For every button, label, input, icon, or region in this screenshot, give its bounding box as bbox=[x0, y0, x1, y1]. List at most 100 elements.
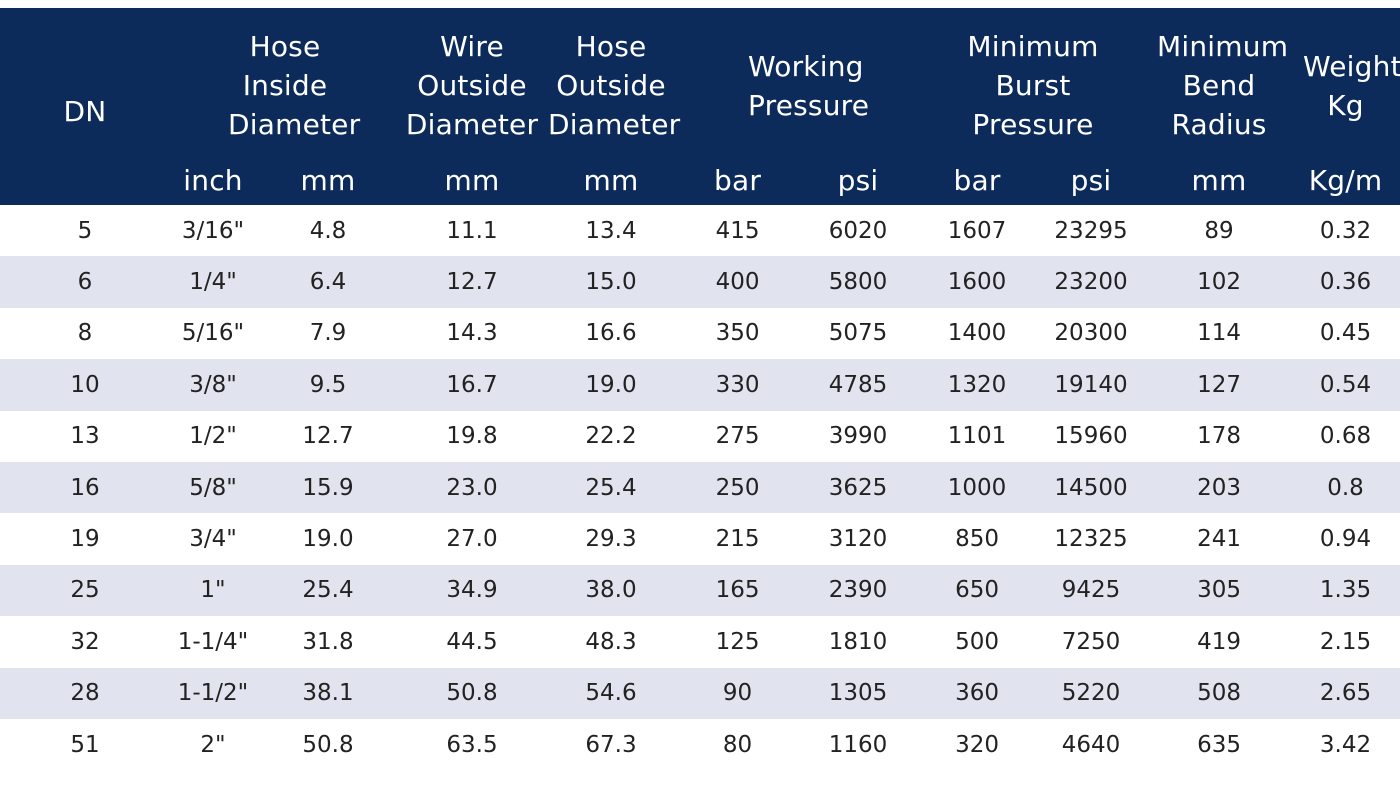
table-cell: 165 bbox=[678, 564, 798, 617]
table-cell: 25.4 bbox=[256, 564, 401, 617]
header-wire-outside-diameter: Wire Outside Diameter bbox=[400, 8, 545, 163]
table-cell: 80 bbox=[678, 718, 798, 771]
table-cell: 16.7 bbox=[400, 359, 545, 411]
table-cell: 1320 bbox=[919, 359, 1036, 411]
table-cell: 63.5 bbox=[400, 718, 545, 771]
table-cell: 16 bbox=[0, 461, 170, 514]
header-dn: DN bbox=[0, 8, 170, 205]
table-cell: 1101 bbox=[919, 410, 1036, 462]
table-cell: 3/4" bbox=[170, 513, 256, 565]
header-working-pressure: Working Pressure bbox=[678, 8, 920, 163]
table-cell: 15960 bbox=[1035, 410, 1148, 462]
table-cell: 4640 bbox=[1035, 718, 1148, 771]
table-cell: 6.4 bbox=[256, 256, 401, 308]
table-cell: 508 bbox=[1147, 667, 1292, 719]
table-cell: 2.15 bbox=[1291, 616, 1400, 668]
table-cell: 350 bbox=[678, 307, 798, 360]
table-cell: 6020 bbox=[797, 205, 920, 257]
table-cell: 25 bbox=[0, 564, 170, 617]
table-cell: 400 bbox=[678, 256, 798, 308]
header-minimum-bend-radius: Minimum Bend Radius bbox=[1147, 8, 1292, 163]
table-cell: 1000 bbox=[919, 461, 1036, 514]
unit-cell: psi bbox=[797, 163, 920, 205]
table-cell: 12.7 bbox=[256, 410, 401, 462]
unit-cell: Kg/m bbox=[1291, 163, 1400, 205]
units-row: inch mm mm mm bar psi bar psi mm Kg/m bbox=[0, 163, 1400, 205]
unit-cell: bar bbox=[919, 163, 1036, 205]
table-cell: 19.0 bbox=[256, 513, 401, 565]
unit-cell: mm bbox=[1147, 163, 1292, 205]
table-cell: 3/16" bbox=[170, 205, 256, 257]
header-row: DN Hose Inside Diameter Wire Outside Dia… bbox=[0, 8, 1400, 205]
table-cell: 241 bbox=[1147, 513, 1292, 565]
table-row: 6 1/4" 6.4 12.7 15.0 400 5800 1600 23200 102 0.36 bbox=[0, 256, 1400, 308]
table-cell: 2390 bbox=[797, 564, 920, 617]
table-cell: 215 bbox=[678, 513, 798, 565]
table-cell: 419 bbox=[1147, 616, 1292, 668]
table-cell: 0.45 bbox=[1291, 307, 1400, 360]
table-cell: 90 bbox=[678, 667, 798, 719]
table-cell: 7250 bbox=[1035, 616, 1148, 668]
table-cell: 850 bbox=[919, 513, 1036, 565]
hose-spec-table: DN Hose Inside Diameter Wire Outside Dia… bbox=[0, 8, 1400, 771]
table-cell: 1607 bbox=[919, 205, 1036, 257]
unit-cell: psi bbox=[1035, 163, 1148, 205]
table-cell: 5/16" bbox=[170, 307, 256, 360]
table-cell: 27.0 bbox=[400, 513, 545, 565]
table-cell: 29.3 bbox=[544, 513, 679, 565]
table-cell: 1-1/4" bbox=[170, 616, 256, 668]
table-cell: 16.6 bbox=[544, 307, 679, 360]
table-cell: 360 bbox=[919, 667, 1036, 719]
table-cell: 19140 bbox=[1035, 359, 1148, 411]
table-cell: 44.5 bbox=[400, 616, 545, 668]
table-cell: 89 bbox=[1147, 205, 1292, 257]
unit-cell: mm bbox=[544, 163, 679, 205]
table-row: 28 1-1/2" 38.1 50.8 54.6 90 1305 360 5220 508 2.65 bbox=[0, 667, 1400, 719]
table-row: 32 1-1/4" 31.8 44.5 48.3 125 1810 500 7250 419 2.1… bbox=[0, 616, 1400, 668]
table-cell: 2" bbox=[170, 718, 256, 771]
table-cell: 32 bbox=[0, 616, 170, 668]
table-row: 8 5/16" 7.9 14.3 16.6 350 5075 1400 20300 114 0.45 bbox=[0, 307, 1400, 360]
table-cell: 19.8 bbox=[400, 410, 545, 462]
table-cell: 1400 bbox=[919, 307, 1036, 360]
table-cell: 8 bbox=[0, 307, 170, 360]
table-cell: 11.1 bbox=[400, 205, 545, 257]
table-cell: 0.68 bbox=[1291, 410, 1400, 462]
table-cell: 23.0 bbox=[400, 461, 545, 514]
table-cell: 9425 bbox=[1035, 564, 1148, 617]
table-cell: 1.35 bbox=[1291, 564, 1400, 617]
table-cell: 67.3 bbox=[544, 718, 679, 771]
table-cell: 12325 bbox=[1035, 513, 1148, 565]
table-cell: 330 bbox=[678, 359, 798, 411]
table-cell: 0.94 bbox=[1291, 513, 1400, 565]
table-row: 5 3/16" 4.8 11.1 13.4 415 6020 1607 23295 89 0.32 bbox=[0, 205, 1400, 257]
table-cell: 203 bbox=[1147, 461, 1292, 514]
table-cell: 23295 bbox=[1035, 205, 1148, 257]
table-cell: 114 bbox=[1147, 307, 1292, 360]
table-cell: 6 bbox=[0, 256, 170, 308]
table-cell: 0.54 bbox=[1291, 359, 1400, 411]
unit-cell: bar bbox=[678, 163, 798, 205]
table-cell: 320 bbox=[919, 718, 1036, 771]
table-cell: 125 bbox=[678, 616, 798, 668]
table-cell: 1160 bbox=[797, 718, 920, 771]
table-row: 10 3/8" 9.5 16.7 19.0 330 4785 1320 19140 127 0.54 bbox=[0, 359, 1400, 411]
table-cell: 635 bbox=[1147, 718, 1292, 771]
table-cell: 48.3 bbox=[544, 616, 679, 668]
table-cell: 3990 bbox=[797, 410, 920, 462]
table-cell: 38.0 bbox=[544, 564, 679, 617]
table-cell: 3120 bbox=[797, 513, 920, 565]
table-cell: 1600 bbox=[919, 256, 1036, 308]
table-cell: 15.9 bbox=[256, 461, 401, 514]
table-cell: 415 bbox=[678, 205, 798, 257]
table-cell: 14500 bbox=[1035, 461, 1148, 514]
table-row: 19 3/4" 19.0 27.0 29.3 215 3120 850 12325 241 0.94 bbox=[0, 513, 1400, 565]
unit-cell: mm bbox=[256, 163, 401, 205]
table-cell: 38.1 bbox=[256, 667, 401, 719]
table-cell: 1/2" bbox=[170, 410, 256, 462]
table-cell: 4.8 bbox=[256, 205, 401, 257]
table-cell: 650 bbox=[919, 564, 1036, 617]
table-cell: 13.4 bbox=[544, 205, 679, 257]
table-cell: 9.5 bbox=[256, 359, 401, 411]
